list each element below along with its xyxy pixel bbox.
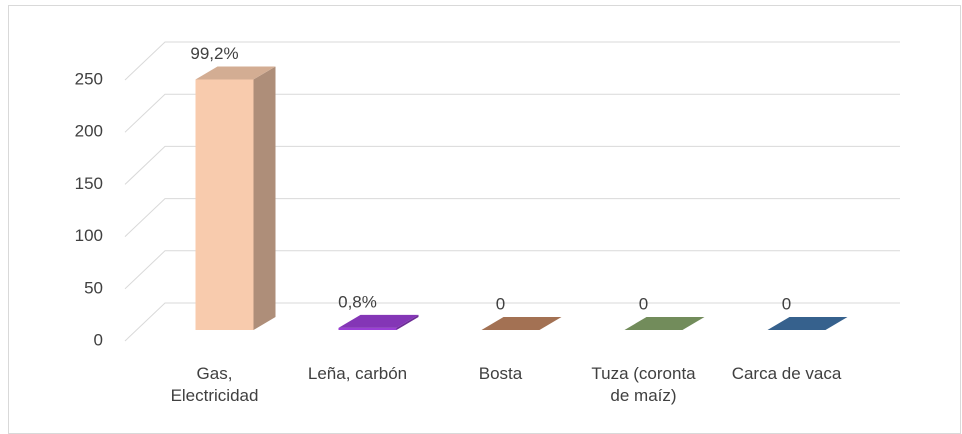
- grid-line: [124, 41, 900, 81]
- bar-top: [195, 66, 276, 80]
- y-tick-label: 0: [94, 330, 103, 349]
- value-label: 0: [639, 294, 648, 313]
- x-tick-label: Gas, Electricidad: [170, 364, 259, 405]
- bar-side: [396, 314, 419, 330]
- value-label: 0: [782, 294, 791, 313]
- bar: [195, 66, 276, 330]
- grid-line: [124, 302, 900, 342]
- bar: [767, 317, 848, 330]
- bar-top: [338, 314, 419, 328]
- y-tick-label: 200: [75, 122, 103, 141]
- grid-line: [124, 198, 900, 237]
- value-label: 0: [496, 294, 505, 313]
- bar-top: [481, 317, 562, 330]
- bar-front: [195, 79, 254, 330]
- value-label: 0,8%: [338, 292, 377, 311]
- bar-side: [253, 66, 276, 330]
- value-label: 99,2%: [190, 44, 238, 63]
- bar-top: [767, 317, 848, 330]
- x-tick-label: Carca de vaca: [731, 364, 842, 383]
- bar-front: [338, 327, 397, 330]
- y-tick-label: 100: [75, 226, 103, 245]
- grid-line: [124, 250, 900, 290]
- bar: [481, 317, 562, 330]
- grid-line: [125, 4, 165, 42]
- bar-top: [624, 317, 705, 330]
- y-tick-label: 50: [84, 278, 103, 297]
- x-tick-label: Bosta: [478, 364, 523, 383]
- grid-line: [124, 93, 900, 133]
- bar: [624, 317, 705, 330]
- x-tick-label: Leña, carbón: [307, 364, 408, 383]
- grid-line: [124, 145, 900, 185]
- y-tick-label: 150: [75, 174, 103, 193]
- x-tick-label: Tuza (coronta de maíz): [591, 364, 696, 405]
- y-tick-label: 250: [75, 69, 103, 88]
- bar: [338, 314, 419, 330]
